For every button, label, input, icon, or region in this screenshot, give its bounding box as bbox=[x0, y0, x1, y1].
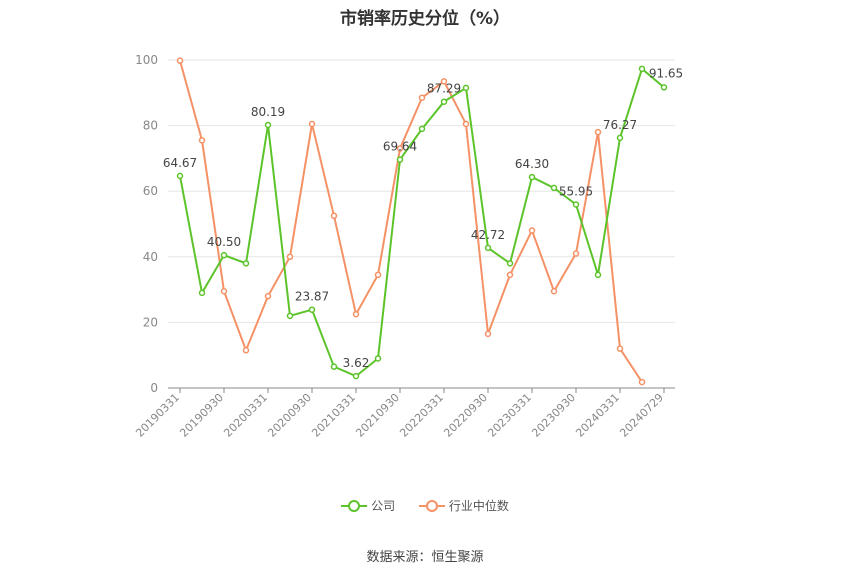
data-point-company bbox=[550, 184, 558, 192]
x-tick-label: 20210930 bbox=[353, 391, 402, 440]
data-point-company bbox=[264, 121, 272, 129]
data-point-company bbox=[616, 134, 624, 142]
data-point-company bbox=[374, 355, 382, 362]
data-point-industry-median bbox=[506, 271, 514, 279]
x-tick-label: 20240729 bbox=[617, 391, 666, 440]
data-point-industry-median bbox=[440, 78, 448, 85]
data-point-company bbox=[594, 271, 602, 279]
data-point-company bbox=[308, 306, 316, 313]
x-tick-label: 20190331 bbox=[133, 391, 182, 440]
data-point-company bbox=[462, 84, 470, 92]
data-label: 42.72 bbox=[471, 228, 505, 242]
data-label: 76.27 bbox=[603, 118, 637, 132]
data-point-industry-median bbox=[528, 227, 536, 234]
data-point-company bbox=[418, 125, 426, 133]
data-point-industry-median bbox=[198, 137, 206, 144]
data-point-industry-median bbox=[484, 330, 492, 338]
data-point-company bbox=[660, 84, 668, 91]
data-point-company bbox=[528, 173, 536, 181]
x-tick-label: 20190930 bbox=[177, 391, 226, 440]
data-point-industry-median bbox=[286, 253, 294, 261]
y-tick-label: 0 bbox=[150, 381, 158, 395]
legend-item-industry-median[interactable]: 行业中位数 bbox=[418, 497, 509, 514]
data-point-industry-median bbox=[462, 120, 470, 128]
y-tick-label: 100 bbox=[135, 53, 158, 67]
data-point-industry-median bbox=[594, 128, 602, 136]
data-point-company bbox=[330, 363, 338, 370]
x-tick-label: 20230930 bbox=[529, 391, 578, 440]
legend-marker-company bbox=[341, 499, 368, 512]
legend-item-company[interactable]: 公司 bbox=[341, 497, 395, 514]
data-label: 3.62 bbox=[343, 356, 370, 370]
data-point-industry-median bbox=[308, 120, 316, 128]
data-point-company bbox=[506, 260, 514, 267]
data-point-company bbox=[396, 156, 404, 163]
x-tick-label: 20230331 bbox=[485, 391, 534, 440]
data-label: 64.30 bbox=[515, 157, 549, 171]
data-label: 40.50 bbox=[207, 235, 241, 249]
data-point-industry-median bbox=[638, 378, 646, 386]
x-tick-label: 20240331 bbox=[573, 391, 622, 440]
data-point-industry-median bbox=[220, 287, 228, 295]
data-point-company bbox=[198, 289, 206, 297]
data-point-industry-median bbox=[242, 347, 250, 354]
x-tick-label: 20220331 bbox=[397, 391, 446, 440]
x-tick-label: 20200331 bbox=[221, 391, 270, 440]
data-label: 55.95 bbox=[559, 184, 593, 198]
data-point-industry-median bbox=[330, 212, 338, 220]
data-point-company bbox=[572, 201, 580, 208]
data-point-industry-median bbox=[616, 345, 624, 352]
data-point-industry-median bbox=[550, 287, 558, 295]
data-point-company bbox=[440, 98, 448, 105]
data-label: 23.87 bbox=[295, 290, 329, 304]
x-tick-label: 20200930 bbox=[265, 391, 314, 440]
line-chart: 0 20 40 60 80 100 2019033120190930202003312020… bbox=[133, 53, 683, 440]
data-point-industry-median bbox=[572, 250, 580, 257]
data-point-industry-median bbox=[264, 292, 272, 300]
chart-title: 市销率历史分位（%） bbox=[339, 9, 511, 29]
data-point-company bbox=[176, 172, 184, 180]
data-point-company bbox=[484, 244, 492, 252]
y-tick-label: 40 bbox=[143, 250, 158, 264]
y-tick-label: 20 bbox=[143, 315, 158, 329]
data-point-company bbox=[242, 260, 250, 267]
data-point-industry-median bbox=[352, 310, 360, 318]
x-tick-label: 20220930 bbox=[441, 391, 490, 440]
y-tick-label: 80 bbox=[143, 119, 158, 133]
y-tick-label: 60 bbox=[143, 184, 158, 198]
data-point-company bbox=[638, 65, 646, 73]
data-label: 87.29 bbox=[427, 82, 461, 96]
data-label: 64.67 bbox=[163, 156, 197, 170]
data-point-industry-median bbox=[396, 145, 404, 152]
data-point-company bbox=[352, 372, 360, 380]
legend-label-industry-median: 行业中位数 bbox=[448, 499, 509, 513]
data-point-company bbox=[220, 251, 228, 259]
data-label: 80.19 bbox=[251, 105, 285, 119]
data-point-industry-median bbox=[418, 94, 426, 101]
x-tick-label: 20210331 bbox=[309, 391, 358, 440]
legend-label-company: 公司 bbox=[371, 499, 396, 513]
data-label: 91.65 bbox=[649, 66, 683, 80]
data-point-industry-median bbox=[176, 57, 184, 64]
legend-marker-industry-median bbox=[418, 499, 445, 512]
data-point-company bbox=[286, 312, 294, 320]
data-source-note: 数据来源：恒生聚源 bbox=[366, 550, 484, 565]
series-line-industry-median bbox=[179, 60, 643, 383]
chart-legend: 公司 行业中位数 bbox=[0, 497, 850, 515]
data-point-industry-median bbox=[374, 271, 382, 279]
data-label: 69.64 bbox=[383, 140, 417, 154]
